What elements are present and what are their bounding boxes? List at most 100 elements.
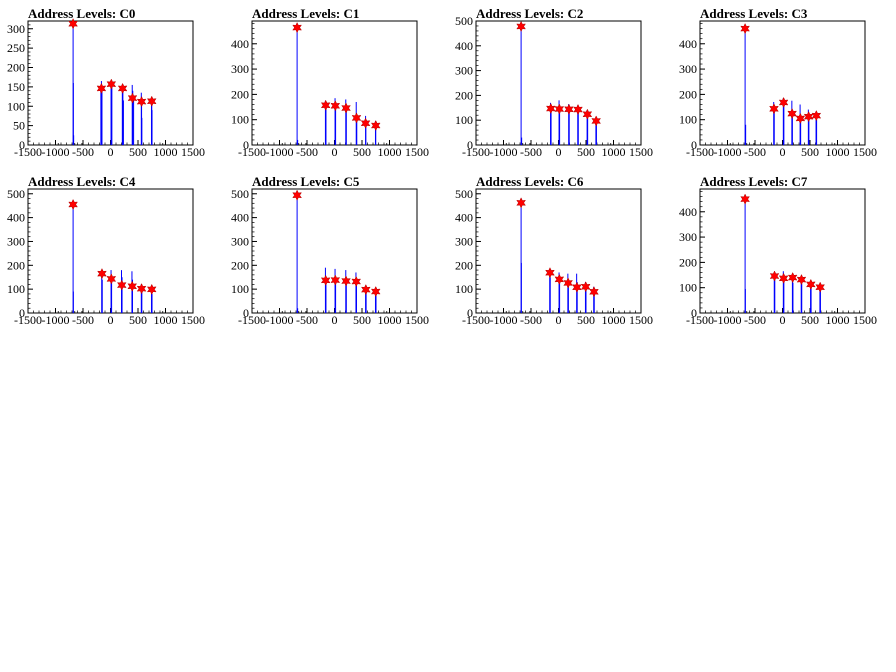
peak-marker [545, 102, 556, 115]
y-tick-label: 100 [455, 282, 473, 296]
peak-marker [136, 96, 147, 108]
y-tick-label: 400 [679, 205, 697, 219]
x-tick-label: -500 [72, 145, 94, 159]
chart-title: Address Levels: C1 [252, 6, 359, 21]
x-tick-label: -500 [296, 145, 318, 159]
plot-frame [251, 188, 418, 314]
y-tick-label: 100 [7, 99, 25, 113]
x-tick-label: -1000 [266, 313, 294, 327]
y-tick-label: 400 [679, 37, 697, 51]
y-tick-label: 100 [7, 282, 25, 296]
x-tick-label: 500 [353, 145, 371, 159]
x-tick-label: 1500 [181, 313, 205, 327]
peak-marker [778, 96, 789, 109]
x-tick-label: -1000 [714, 313, 742, 327]
x-tick-label: 0 [332, 145, 338, 159]
y-tick-label: 200 [231, 258, 249, 272]
x-tick-label: 1500 [853, 313, 877, 327]
chart-panel-4: Address Levels: C40100200300400500-1500-… [7, 174, 205, 327]
peak-marker [591, 115, 602, 127]
x-tick-label: 1000 [378, 313, 402, 327]
peak-marker [811, 110, 822, 122]
x-tick-label: 500 [577, 313, 595, 327]
peak-marker [545, 267, 555, 279]
peak-marker [778, 272, 789, 284]
y-tick-label: 300 [455, 64, 473, 78]
peak-marker [554, 273, 565, 285]
y-tick-label: 200 [455, 258, 473, 272]
chart-title: Address Levels: C0 [28, 6, 135, 21]
x-tick-label: -500 [520, 145, 542, 159]
x-tick-label: 1000 [154, 145, 178, 159]
peak-marker [361, 284, 371, 296]
peak-marker [564, 103, 574, 115]
peak-marker [292, 189, 302, 201]
y-tick-label: 300 [7, 234, 25, 248]
x-tick-label: 500 [577, 145, 595, 159]
x-tick-label: 1000 [826, 313, 850, 327]
y-tick-label: 300 [231, 234, 249, 248]
y-tick-label: 100 [455, 113, 473, 127]
peak-marker [740, 193, 750, 205]
peak-marker [815, 281, 826, 293]
chart-panel-2: Address Levels: C20100200300400500-1500-… [455, 6, 653, 159]
x-tick-label: 0 [332, 313, 338, 327]
y-tick-label: 0 [691, 138, 697, 152]
chart-title: Address Levels: C5 [252, 174, 360, 189]
y-tick-label: 0 [19, 306, 25, 320]
y-tick-label: 200 [455, 88, 473, 102]
y-tick-label: 400 [455, 211, 473, 225]
y-tick-label: 300 [231, 62, 249, 76]
x-tick-label: 500 [129, 145, 147, 159]
y-tick-label: 300 [679, 230, 697, 244]
peak-marker [573, 103, 583, 116]
plot-frame [475, 188, 642, 314]
peak-marker [330, 100, 341, 112]
peak-marker [803, 111, 814, 123]
peak-marker [68, 198, 78, 211]
x-tick-label: -1000 [42, 313, 70, 327]
plot-frame [251, 20, 418, 146]
peak-marker [341, 102, 351, 114]
y-tick-label: 100 [231, 282, 249, 296]
chart-title: Address Levels: C6 [476, 174, 584, 189]
y-tick-label: 500 [7, 187, 25, 201]
peak-marker [360, 117, 371, 129]
x-tick-label: 1500 [181, 145, 205, 159]
chart-panel-5: Address Levels: C50100200300400500-1500-… [231, 174, 429, 327]
chart-title: Address Levels: C7 [700, 174, 808, 189]
x-tick-label: 1500 [405, 313, 429, 327]
chart-panel-3: Address Levels: C3 0 100 200 300 400 -1500 -100… [679, 6, 877, 159]
x-tick-label: -1500 [686, 313, 714, 327]
chart-title: Address Levels: C3 [700, 6, 808, 21]
peak-marker [805, 278, 816, 290]
x-tick-label: 1000 [826, 145, 850, 159]
peak-marker [516, 20, 526, 33]
y-tick-label: 500 [455, 14, 473, 28]
y-tick-label: 200 [7, 61, 25, 75]
peak-marker [106, 273, 117, 285]
y-tick-label: 0 [243, 138, 249, 152]
peak-marker [554, 103, 565, 115]
y-tick-label: 500 [231, 187, 249, 201]
plot-frame [699, 188, 866, 314]
peak-marker [96, 82, 107, 95]
x-tick-label: -500 [296, 313, 318, 327]
chart-panel-0: Address Levels: C0 0 50 100 150 200 250 300 -150… [7, 6, 205, 159]
plot-frame [475, 20, 642, 146]
peak-marker [146, 283, 157, 295]
x-tick-label: 0 [108, 313, 114, 327]
y-tick-label: 150 [7, 80, 25, 94]
x-tick-label: 0 [780, 145, 786, 159]
y-tick-label: 100 [679, 281, 697, 295]
peak-marker [795, 112, 806, 125]
y-tick-label: 400 [7, 211, 25, 225]
x-tick-label: -500 [72, 313, 94, 327]
plot-frame [27, 188, 194, 314]
x-tick-label: -1000 [714, 145, 742, 159]
peak-marker [370, 119, 381, 132]
x-tick-label: 1000 [602, 313, 626, 327]
y-tick-label: 200 [679, 255, 697, 269]
peak-marker [136, 283, 147, 295]
x-tick-label: 1000 [602, 145, 626, 159]
